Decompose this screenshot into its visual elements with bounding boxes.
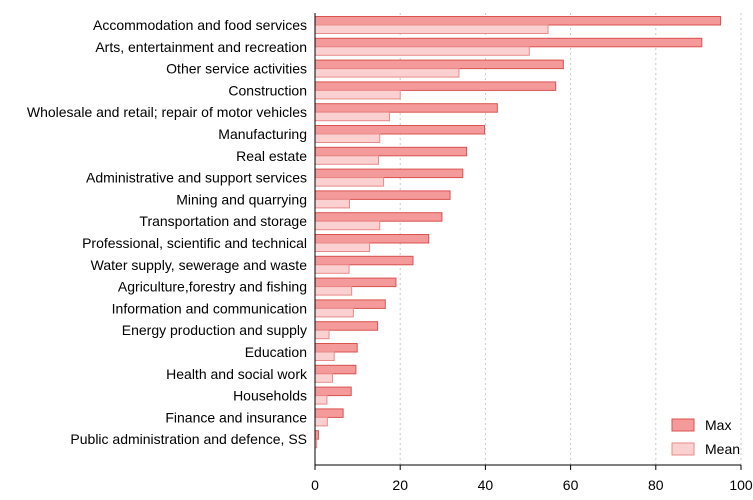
x-tick-label: 40: [478, 477, 494, 493]
legend-label-mean: Mean: [705, 441, 740, 457]
category-label: Energy production and supply: [122, 322, 307, 338]
category-label: Information and communication: [112, 300, 307, 316]
bars-group: [314, 16, 722, 449]
axes: [314, 13, 742, 470]
x-tick-label: 20: [392, 477, 408, 493]
bar-mean: [314, 155, 379, 165]
bar-mean: [314, 177, 385, 187]
bar-max: [314, 364, 357, 375]
bar-mean: [314, 351, 335, 361]
bar-max: [314, 408, 344, 418]
bar-mean: [314, 46, 530, 56]
category-label: Health and social work: [166, 366, 308, 382]
bar-mean: [314, 373, 333, 383]
category-label: Education: [245, 344, 307, 360]
bar-mean: [314, 264, 350, 274]
legend: Max Mean: [671, 417, 740, 457]
bar-max: [314, 37, 703, 48]
category-label: Accommodation and food services: [93, 17, 307, 33]
category-label: Public administration and defence, SS: [70, 431, 307, 447]
x-tick-label: 100: [729, 477, 753, 493]
x-tick-label: 80: [648, 477, 664, 493]
legend-swatch-max: [671, 418, 695, 432]
category-label: Water supply, sewerage and waste: [91, 257, 308, 273]
legend-swatch-mean: [671, 442, 695, 456]
category-label: Mining and quarrying: [176, 191, 307, 207]
x-tick-label: 60: [563, 477, 579, 493]
bar-mean: [314, 68, 460, 78]
bar-mean: [314, 89, 401, 100]
bar-mean: [314, 220, 381, 231]
bar-mean: [314, 24, 549, 34]
bar-mean: [314, 198, 351, 209]
bar-max: [314, 125, 486, 135]
bar-max: [314, 212, 443, 222]
category-label: Transportation and storage: [139, 213, 307, 229]
category-label: Professional, scientific and technical: [82, 235, 307, 251]
bar-mean: [314, 395, 328, 405]
category-label: Real estate: [236, 148, 307, 164]
bar-mean: [314, 242, 371, 252]
category-label: Finance and insurance: [165, 409, 307, 425]
bar-max: [314, 190, 451, 200]
bar-max: [314, 386, 352, 397]
category-label: Administrative and support services: [86, 170, 307, 186]
bar-mean: [314, 286, 353, 296]
bar-max: [314, 299, 386, 309]
bar-mean: [314, 416, 328, 427]
bar-max: [314, 103, 498, 113]
category-label: Households: [233, 388, 307, 404]
bar-max: [314, 343, 358, 353]
bar-max: [314, 146, 468, 157]
bar-max: [314, 16, 722, 26]
bar-max: [314, 321, 379, 331]
bar-mean: [314, 307, 354, 318]
bar-max: [314, 255, 414, 266]
category-label: Wholesale and retail; repair of motor ve…: [27, 104, 307, 120]
category-label: Other service activities: [166, 61, 307, 77]
category-label: Arts, entertainment and recreation: [95, 39, 307, 55]
bar-max: [314, 277, 397, 288]
bar-max: [314, 168, 464, 179]
bar-max: [314, 234, 430, 244]
category-labels: Accommodation and food services Arts, ent…: [27, 17, 308, 447]
category-label: Agriculture,forestry and fishing: [118, 279, 307, 295]
bar-max: [314, 430, 319, 440]
category-label: Manufacturing: [218, 126, 307, 142]
grid-lines: [399, 13, 742, 465]
bar-max: [314, 81, 557, 91]
x-tick-label: 0: [311, 477, 319, 493]
bar-mean: [314, 133, 381, 143]
legend-label-max: Max: [705, 417, 731, 433]
x-tick-labels: 0 20 40 60 80 100: [311, 477, 753, 493]
bar-max: [314, 59, 564, 70]
bar-mean: [314, 329, 330, 340]
category-label: Construction: [228, 82, 307, 98]
bar-mean: [314, 111, 391, 122]
